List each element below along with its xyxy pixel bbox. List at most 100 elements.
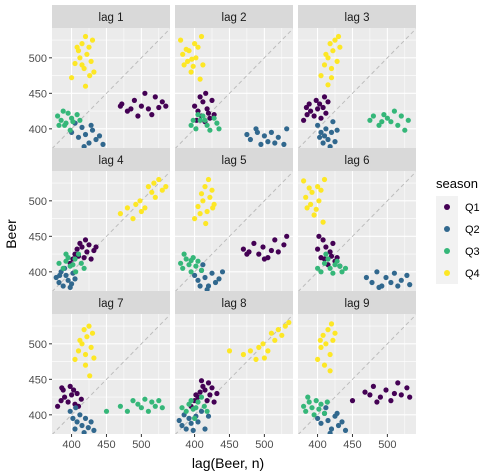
x-axis-title: lag(Beer, n) xyxy=(192,455,264,471)
data-point-q2 xyxy=(332,139,338,145)
x-tick-label: 400 xyxy=(185,439,203,451)
x-tick-label: 500 xyxy=(255,439,273,451)
data-point-q4 xyxy=(261,355,267,361)
data-point-q2 xyxy=(73,405,79,411)
legend-title: season xyxy=(436,176,478,191)
facet-panel: lag 4 xyxy=(52,148,170,291)
data-point-q2 xyxy=(186,415,192,421)
facet-strip-label: lag 2 xyxy=(222,12,247,24)
data-point-q2 xyxy=(93,136,99,143)
data-point-q3 xyxy=(398,113,404,119)
data-point-q2 xyxy=(65,277,71,283)
data-point-q1 xyxy=(78,396,84,402)
data-point-q3 xyxy=(201,403,207,409)
facet-strip xyxy=(298,5,416,28)
data-point-q1 xyxy=(328,253,335,259)
data-point-q4 xyxy=(317,337,323,343)
data-point-q4 xyxy=(275,327,281,333)
data-point-q2 xyxy=(212,279,219,286)
data-point-q3 xyxy=(198,267,205,273)
points xyxy=(55,323,165,434)
data-point-q4 xyxy=(88,344,94,350)
data-point-q1 xyxy=(256,251,262,257)
data-point-q2 xyxy=(63,272,69,278)
data-point-q4 xyxy=(205,176,212,183)
data-point-q4 xyxy=(117,211,123,217)
points xyxy=(301,321,413,434)
data-point-q1 xyxy=(284,233,290,239)
data-point-q2 xyxy=(81,430,87,434)
data-point-q3 xyxy=(74,112,80,118)
legend-swatch xyxy=(444,248,450,254)
data-point-q1 xyxy=(74,390,80,397)
data-point-q1 xyxy=(260,244,266,250)
data-point-q4 xyxy=(163,184,169,190)
y-tick-label: 400 xyxy=(29,267,47,279)
data-point-q3 xyxy=(77,117,83,123)
data-point-q2 xyxy=(325,417,331,424)
data-point-q3 xyxy=(200,113,206,119)
data-point-q1 xyxy=(152,94,158,100)
data-point-q4 xyxy=(84,51,90,57)
facet-strip xyxy=(298,291,416,314)
data-point-q1 xyxy=(370,383,376,389)
data-point-q4 xyxy=(337,44,343,50)
data-point-q3 xyxy=(56,260,62,266)
data-point-q3 xyxy=(321,260,328,266)
data-point-q1 xyxy=(55,403,61,409)
identity-reference-line xyxy=(298,314,416,434)
data-point-q4 xyxy=(86,44,92,50)
data-point-q3 xyxy=(367,117,373,123)
data-point-q1 xyxy=(313,97,319,103)
data-point-q3 xyxy=(305,394,311,400)
data-point-q3 xyxy=(323,251,329,257)
data-point-q4 xyxy=(315,184,321,190)
data-point-q1 xyxy=(205,110,212,116)
data-point-q3 xyxy=(202,117,208,123)
y-tick-label: 450 xyxy=(29,231,47,243)
legend-item: Q1 xyxy=(436,196,480,218)
data-point-q3 xyxy=(321,410,328,416)
legend-label: Q2 xyxy=(465,224,480,236)
data-point-q3 xyxy=(330,270,336,276)
data-point-q1 xyxy=(318,115,324,121)
data-point-q1 xyxy=(198,378,205,384)
data-point-q3 xyxy=(60,265,66,271)
legend-label: Q3 xyxy=(465,246,480,258)
data-point-q4 xyxy=(89,37,96,43)
data-point-q3 xyxy=(332,262,338,268)
data-point-q4 xyxy=(82,362,89,368)
data-point-q4 xyxy=(334,58,340,64)
data-point-q2 xyxy=(327,144,333,148)
data-point-q3 xyxy=(204,408,210,414)
data-point-q1 xyxy=(404,385,410,391)
legend-swatch xyxy=(444,226,450,232)
data-point-q1 xyxy=(65,399,71,405)
data-point-q3 xyxy=(67,127,73,133)
data-point-q4 xyxy=(193,55,199,61)
data-point-q1 xyxy=(156,104,162,111)
data-point-q1 xyxy=(321,94,328,100)
data-point-q1 xyxy=(240,246,246,252)
data-point-q3 xyxy=(145,408,151,414)
data-point-q1 xyxy=(325,99,331,105)
data-point-q1 xyxy=(159,99,165,105)
data-point-q1 xyxy=(349,398,356,404)
data-point-q2 xyxy=(330,119,336,125)
data-point-q4 xyxy=(183,46,189,52)
data-point-q3 xyxy=(315,265,321,271)
data-point-q4 xyxy=(328,75,335,81)
data-point-q1 xyxy=(88,256,94,262)
data-point-q3 xyxy=(149,399,155,405)
data-point-q1 xyxy=(135,113,141,119)
data-point-q2 xyxy=(75,134,82,140)
x-tick-label: 400 xyxy=(62,439,80,451)
data-point-q1 xyxy=(86,242,92,248)
data-point-q1 xyxy=(149,112,155,118)
facet-panel: lag 7 xyxy=(52,291,170,434)
data-point-q2 xyxy=(376,284,382,290)
data-point-q1 xyxy=(362,389,368,395)
data-point-q4 xyxy=(87,73,93,79)
facet-panel: lag 9 xyxy=(298,291,416,434)
